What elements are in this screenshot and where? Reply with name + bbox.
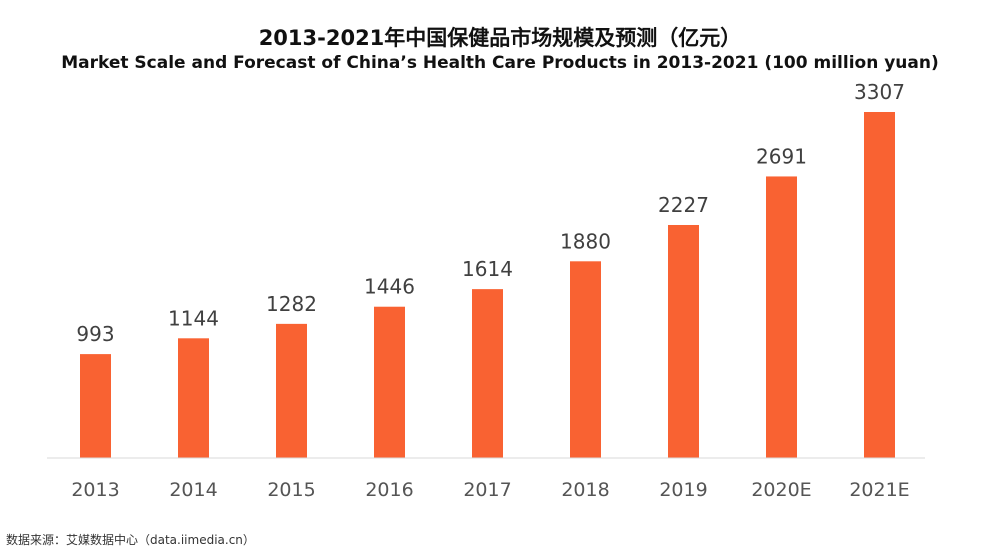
bar-2016 — [374, 306, 405, 458]
value-label-2016: 1446 — [364, 275, 415, 299]
tick-label-2019: 2019 — [659, 479, 707, 501]
bars-group — [80, 112, 895, 458]
tick-label-2021E: 2021E — [849, 479, 909, 501]
value-label-2015: 1282 — [266, 292, 317, 316]
source-note: 数据来源：艾媒数据中心（data.iimedia.cn） — [6, 533, 255, 547]
bar-2021E — [864, 112, 895, 458]
chart-title: 2013-2021年中国保健品市场规模及预测（亿元） — [258, 26, 742, 50]
tick-label-2013: 2013 — [71, 479, 119, 501]
bar-2013 — [80, 354, 111, 458]
value-label-2014: 1144 — [168, 306, 219, 330]
value-label-2013: 993 — [76, 322, 114, 346]
bar-2019 — [668, 224, 699, 458]
bar-2015 — [276, 323, 307, 458]
chart-subtitle: Market Scale and Forecast of China’s Hea… — [61, 53, 939, 73]
value-label-2018: 1880 — [560, 229, 611, 253]
bar-2018 — [570, 261, 601, 458]
tick-labels-group: 2013 2014 2015 2016 2017 2018 2019 2020E 2021E — [71, 479, 909, 501]
value-label-2019: 2227 — [658, 193, 709, 217]
tick-label-2015: 2015 — [267, 479, 315, 501]
bar-2014 — [178, 338, 209, 458]
value-labels-group: 993 1144 1282 1446 1614 1880 2227 2691 3307 — [76, 80, 905, 346]
value-label-2017: 1614 — [462, 257, 513, 281]
bar-2017 — [472, 289, 503, 458]
value-label-2021E: 3307 — [854, 80, 905, 104]
tick-label-2020E: 2020E — [751, 479, 811, 501]
tick-label-2016: 2016 — [365, 479, 413, 501]
bar-2020E — [766, 176, 797, 458]
value-label-2020E: 2691 — [756, 144, 807, 168]
tick-label-2014: 2014 — [169, 479, 217, 501]
tick-label-2018: 2018 — [561, 479, 609, 501]
tick-label-2017: 2017 — [463, 479, 511, 501]
